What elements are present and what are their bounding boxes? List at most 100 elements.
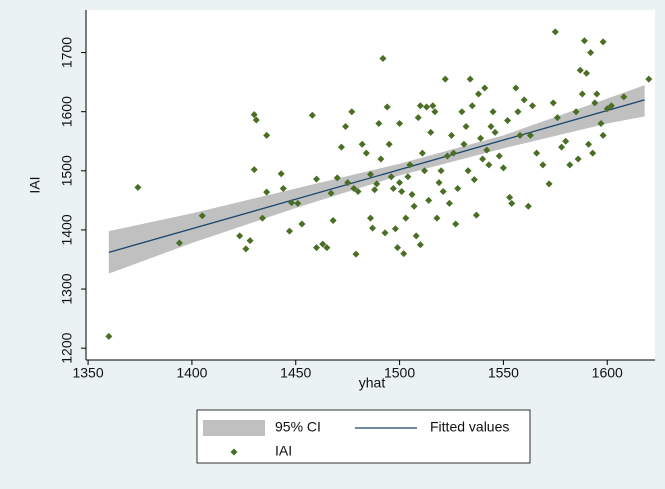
point — [377, 155, 385, 163]
point — [452, 220, 460, 228]
x-tick-label: 1400 — [176, 365, 207, 381]
point — [562, 137, 570, 145]
point — [387, 173, 395, 181]
y-tick-label: 1600 — [59, 96, 75, 127]
point — [599, 38, 607, 46]
point — [477, 134, 485, 142]
point — [553, 114, 561, 122]
point — [468, 102, 476, 110]
point — [504, 117, 512, 125]
point — [367, 214, 374, 222]
point — [578, 90, 586, 98]
point — [470, 176, 478, 184]
point — [526, 131, 534, 139]
point — [367, 170, 374, 178]
point — [298, 220, 306, 228]
point — [620, 93, 628, 101]
point — [259, 214, 267, 222]
point — [597, 120, 605, 128]
point — [352, 250, 360, 258]
x-tick-label: 1450 — [280, 365, 311, 381]
y-tick-label: 1400 — [59, 214, 75, 245]
point — [481, 84, 489, 92]
point — [423, 103, 431, 111]
legend-swatch — [230, 448, 238, 456]
point — [236, 232, 244, 240]
plot-area — [86, 10, 655, 360]
point — [420, 167, 428, 175]
y-tick-label: 1500 — [59, 155, 75, 186]
point — [396, 179, 404, 187]
legend-label: IAI — [275, 443, 292, 459]
point — [327, 189, 335, 197]
point — [435, 179, 443, 187]
point — [591, 99, 599, 107]
point — [371, 186, 379, 194]
point — [603, 105, 611, 113]
point — [607, 102, 615, 110]
point — [447, 131, 455, 139]
point — [286, 227, 294, 235]
point — [599, 131, 607, 139]
point — [439, 188, 447, 196]
point — [381, 229, 389, 237]
point — [508, 199, 516, 207]
point — [348, 108, 356, 116]
x-axis-title: yhat — [359, 375, 386, 391]
point — [393, 244, 401, 252]
point — [551, 28, 559, 36]
point — [462, 122, 470, 130]
point — [558, 143, 566, 151]
point — [576, 66, 584, 74]
y-axis-title: IAI — [27, 176, 43, 193]
point — [362, 149, 370, 157]
point — [319, 240, 327, 248]
point — [369, 224, 377, 232]
point — [450, 149, 458, 157]
point — [414, 114, 422, 122]
point — [412, 232, 420, 240]
point — [375, 120, 383, 128]
point — [472, 211, 480, 219]
point — [313, 244, 321, 252]
point — [342, 122, 350, 130]
point — [474, 90, 482, 98]
point — [246, 237, 254, 245]
point — [373, 180, 381, 188]
point — [431, 108, 439, 116]
point — [333, 174, 341, 182]
point — [408, 190, 416, 198]
point — [410, 202, 418, 210]
point — [495, 152, 503, 160]
point — [429, 102, 437, 110]
y-tick-label: 1700 — [59, 37, 75, 68]
point — [344, 179, 352, 187]
point — [533, 149, 541, 157]
legend-swatch — [203, 420, 265, 436]
point — [445, 199, 453, 207]
point — [437, 167, 445, 175]
legend-label: 95% CI — [275, 419, 321, 435]
point — [105, 332, 113, 340]
point — [383, 103, 391, 111]
point — [277, 170, 285, 178]
point — [385, 140, 393, 148]
point — [539, 161, 547, 169]
point — [460, 140, 468, 148]
point — [528, 102, 536, 110]
y-tick-label: 1200 — [59, 332, 75, 363]
point — [416, 102, 424, 110]
point — [585, 140, 593, 148]
point — [242, 245, 250, 253]
point — [566, 161, 574, 169]
point — [520, 96, 528, 104]
point — [263, 188, 271, 196]
x-tick-label: 1500 — [384, 365, 415, 381]
point — [491, 128, 499, 136]
point — [250, 166, 258, 174]
y-tick-label: 1300 — [59, 273, 75, 304]
point — [389, 185, 397, 193]
point — [279, 185, 287, 193]
